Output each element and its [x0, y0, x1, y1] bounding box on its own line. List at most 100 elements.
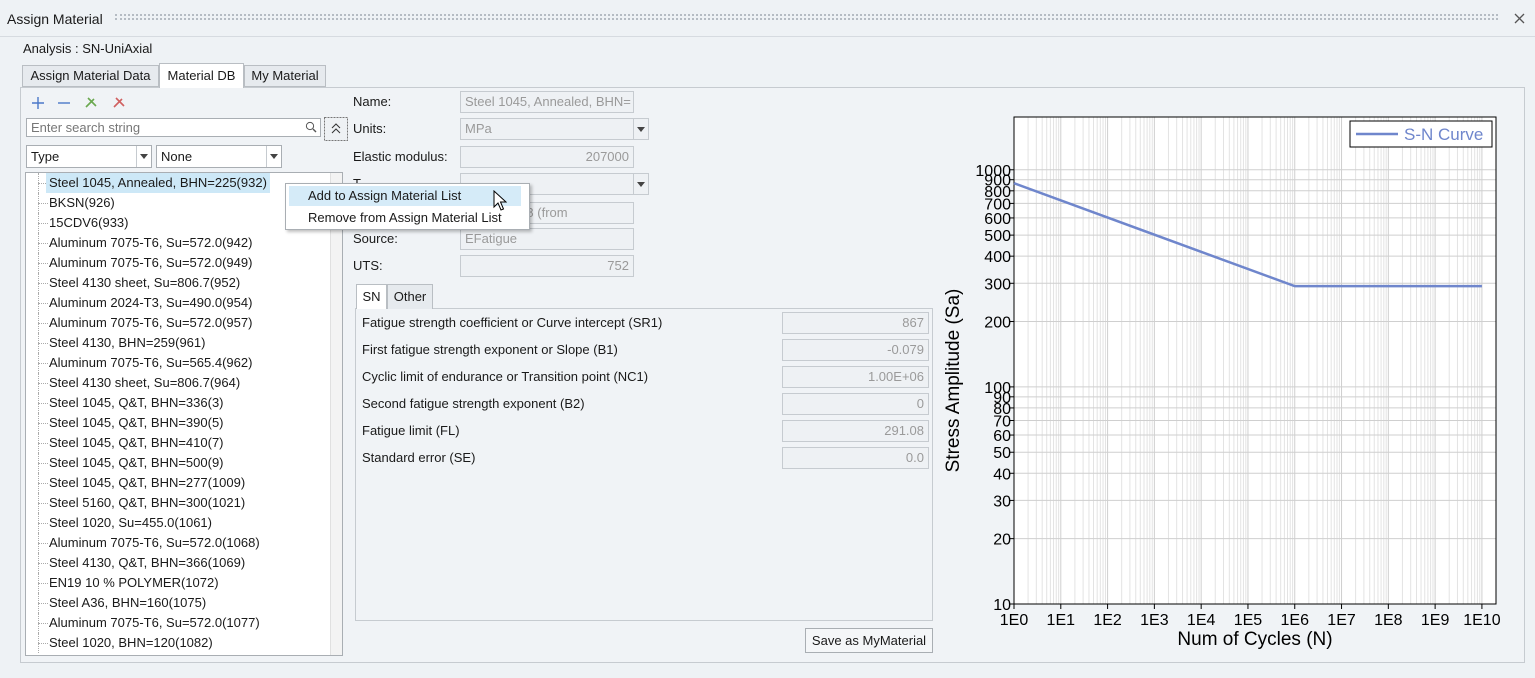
- parameter-input[interactable]: 0.0: [782, 447, 929, 469]
- field-label: Elastic modulus:: [353, 149, 448, 164]
- add-icon[interactable]: [32, 97, 44, 109]
- x-tick-label: 1E5: [1234, 612, 1263, 629]
- parameter-input[interactable]: 1.00E+06: [782, 366, 929, 388]
- material-item[interactable]: Steel 1020, Su=455.0(1061): [49, 515, 212, 530]
- y-tick-label: 1000: [975, 163, 1011, 180]
- y-tick-label: 100: [984, 380, 1011, 397]
- material-item[interactable]: Aluminum 7075-T6, Su=572.0(1068): [49, 535, 260, 550]
- search-box[interactable]: Enter search string: [26, 118, 321, 137]
- material-item[interactable]: 15CDV6(933): [49, 215, 129, 230]
- x-tick-label: 1E10: [1463, 612, 1500, 629]
- y-tick-label: 80: [993, 401, 1011, 418]
- x-tick-label: 1E3: [1140, 612, 1169, 629]
- x-tick-label: 1E1: [1047, 612, 1076, 629]
- material-item[interactable]: Steel 5160, Q&T, BHN=300(1021): [49, 495, 246, 510]
- tab[interactable]: My Material: [244, 65, 326, 87]
- material-item[interactable]: BKSN(926): [49, 195, 115, 210]
- tree-connector: [38, 343, 48, 344]
- material-item[interactable]: Steel 1045, Q&T, BHN=390(5): [49, 415, 224, 430]
- scrollbar[interactable]: [330, 173, 342, 655]
- tree-connector: [38, 263, 48, 264]
- filter-dropdown[interactable]: Type: [26, 145, 152, 168]
- field-input[interactable]: 207000: [460, 146, 634, 168]
- tab[interactable]: Assign Material Data: [22, 65, 159, 87]
- sub-tab[interactable]: Other: [387, 284, 433, 309]
- tree-connector: [38, 483, 48, 484]
- field-label: Name:: [353, 94, 392, 109]
- material-item[interactable]: Steel 1045, Q&T, BHN=500(9): [49, 455, 224, 470]
- save-button[interactable]: Save as MyMaterial: [805, 628, 933, 653]
- material-item[interactable]: Aluminum 7075-T6, Su=572.0(949): [49, 255, 253, 270]
- parameter-input[interactable]: 291.08: [782, 420, 929, 442]
- edit-icon[interactable]: [85, 97, 97, 108]
- tree-connector: [38, 623, 48, 624]
- tab[interactable]: Material DB: [159, 63, 244, 88]
- tree-connector: [38, 643, 48, 644]
- field-input[interactable]: MPa: [460, 118, 649, 140]
- tree-connector: [38, 203, 48, 204]
- parameter-value: 1.00E+06: [867, 369, 924, 384]
- x-tick-label: 1E2: [1093, 612, 1122, 629]
- material-item[interactable]: Steel 1045, Q&T, BHN=277(1009): [49, 475, 246, 490]
- parameter-value: 0.0: [905, 450, 924, 465]
- material-item[interactable]: EN19 10 % POLYMER(1072): [49, 575, 219, 590]
- tree-connector: [38, 603, 48, 604]
- material-item[interactable]: Aluminum 7075-T6, Su=572.0(957): [49, 315, 253, 330]
- menu-item[interactable]: Remove from Assign Material List: [308, 210, 502, 225]
- tree-connector: [38, 463, 48, 464]
- field-value: MPa: [465, 121, 492, 136]
- tree-connector: [38, 543, 48, 544]
- material-item[interactable]: Steel 4130 sheet, Su=806.7(952): [49, 275, 241, 290]
- material-item[interactable]: Aluminum 7075-T6, Su=572.0(1077): [49, 615, 260, 630]
- field-input[interactable]: Steel 1045, Annealed, BHN=: [460, 91, 634, 113]
- parameter-value: 291.08: [884, 423, 924, 438]
- x-tick-label: 1E0: [1000, 612, 1029, 629]
- dropdown-arrow[interactable]: [633, 174, 648, 194]
- field-input[interactable]: 752: [460, 255, 634, 277]
- close-button[interactable]: [1514, 13, 1525, 24]
- material-item[interactable]: Steel 4130 sheet, Su=806.7(964): [49, 375, 241, 390]
- parameter-label: Cyclic limit of endurance or Transition …: [362, 369, 649, 384]
- toolbar: [32, 97, 125, 109]
- material-item[interactable]: Steel 1045, Q&T, BHN=336(3): [49, 395, 224, 410]
- filter-dropdown[interactable]: None: [156, 145, 282, 168]
- material-item[interactable]: Aluminum 7075-T6, Su=565.4(962): [49, 355, 253, 370]
- y-tick-label: 800: [984, 184, 1011, 201]
- delete-icon[interactable]: [113, 97, 125, 108]
- menu-item[interactable]: Add to Assign Material List: [289, 186, 521, 206]
- material-item[interactable]: Steel 1020, BHN=120(1082): [49, 635, 213, 650]
- parameter-value: -0.079: [887, 342, 924, 357]
- y-tick-label: 50: [993, 445, 1011, 462]
- material-item[interactable]: Steel 4130, Q&T, BHN=366(1069): [49, 555, 246, 570]
- material-item[interactable]: Aluminum 2024-T3, Su=490.0(954): [49, 295, 253, 310]
- y-tick-label: 600: [984, 211, 1011, 228]
- parameter-input[interactable]: -0.079: [782, 339, 929, 361]
- dropdown-arrow[interactable]: [136, 146, 151, 167]
- x-tick-label: 1E8: [1374, 612, 1403, 629]
- material-item[interactable]: Steel A36, BHN=160(1075): [49, 595, 207, 610]
- material-item[interactable]: Steel 4130, BHN=259(961): [49, 335, 206, 350]
- dropdown-arrow[interactable]: [266, 146, 281, 167]
- parameter-value: 867: [902, 315, 924, 330]
- dropdown-arrow[interactable]: [633, 119, 648, 139]
- tree-connector: [38, 223, 48, 224]
- field-input[interactable]: EFatigue: [460, 228, 634, 250]
- parameter-label: Fatigue limit (FL): [362, 423, 460, 438]
- search-placeholder: Enter search string: [31, 120, 141, 135]
- sn-curve: [1013, 182, 1482, 288]
- material-item[interactable]: Aluminum 7075-T6, Su=572.0(942): [49, 235, 253, 250]
- plot-frame: [1013, 116, 1497, 605]
- sub-tab[interactable]: SN: [356, 284, 387, 309]
- y-tick-label: 90: [993, 390, 1011, 407]
- y-tick-label: 500: [984, 228, 1011, 245]
- tree-connector: [38, 403, 48, 404]
- parameter-input[interactable]: 867: [782, 312, 929, 334]
- material-item[interactable]: Steel 1045, Annealed, BHN=225(932): [46, 173, 270, 193]
- material-item[interactable]: Steel 1045, Q&T, BHN=410(7): [49, 435, 224, 450]
- collapse-button[interactable]: [324, 117, 348, 141]
- tree-connector: [38, 183, 48, 184]
- y-tick-label: 700: [984, 196, 1011, 213]
- parameter-input[interactable]: 0: [782, 393, 929, 415]
- filter-value: None: [161, 149, 193, 164]
